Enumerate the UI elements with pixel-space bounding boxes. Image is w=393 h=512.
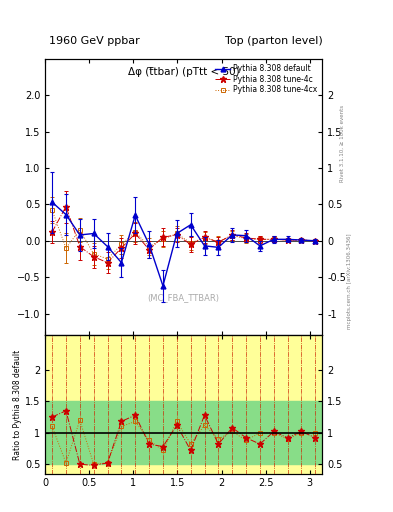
Pythia 8.308 tune-4cx [64, 245, 68, 251]
Pythia 8.308 tune-4cx [188, 240, 193, 246]
Pythia 8.308 tune-4cx [50, 207, 55, 214]
Line: Pythia 8.308 default: Pythia 8.308 default [50, 200, 318, 288]
Pythia 8.308 default [91, 230, 96, 237]
Pythia 8.308 tune-4cx [147, 244, 151, 250]
Pythia 8.308 default [216, 244, 221, 250]
Pythia 8.308 tune-4cx [257, 236, 262, 242]
Pythia 8.308 tune-4c [285, 237, 290, 243]
Pythia 8.308 tune-4c [313, 238, 318, 244]
Pythia 8.308 tune-4c [119, 245, 124, 251]
Line: Pythia 8.308 tune-4c: Pythia 8.308 tune-4c [49, 203, 319, 266]
Text: (MC_FBA_TTBAR): (MC_FBA_TTBAR) [148, 293, 220, 302]
Pythia 8.308 default [133, 212, 138, 219]
Pythia 8.308 tune-4c [202, 234, 207, 240]
Pythia 8.308 tune-4c [244, 235, 248, 241]
Pythia 8.308 tune-4c [216, 239, 221, 245]
Pythia 8.308 tune-4cx [244, 236, 248, 242]
Pythia 8.308 default [77, 232, 82, 238]
Pythia 8.308 tune-4c [77, 244, 82, 250]
Pythia 8.308 tune-4cx [230, 232, 235, 239]
Pythia 8.308 default [272, 236, 276, 242]
Pythia 8.308 default [244, 232, 248, 239]
Pythia 8.308 default [119, 260, 124, 266]
Text: Δφ (t̅tbar) (pTtt < 50): Δφ (t̅tbar) (pTtt < 50) [128, 67, 240, 77]
Pythia 8.308 default [299, 237, 304, 243]
Pythia 8.308 tune-4cx [133, 229, 138, 235]
Bar [45, 335, 322, 474]
Pythia 8.308 default [313, 238, 318, 244]
Pythia 8.308 default [230, 232, 235, 238]
Pythia 8.308 default [50, 199, 55, 205]
Pythia 8.308 tune-4cx [119, 241, 124, 247]
Line: Pythia 8.308 tune-4cx: Pythia 8.308 tune-4cx [50, 208, 318, 261]
Pythia 8.308 tune-4cx [161, 236, 165, 242]
Pythia 8.308 tune-4c [299, 237, 304, 243]
Pythia 8.308 tune-4c [147, 246, 151, 252]
Pythia 8.308 tune-4cx [313, 238, 318, 244]
Pythia 8.308 tune-4cx [272, 236, 276, 242]
Pythia 8.308 default [285, 236, 290, 242]
Pythia 8.308 default [147, 241, 151, 247]
Pythia 8.308 tune-4c [64, 203, 68, 209]
Pythia 8.308 tune-4cx [77, 227, 82, 233]
Pythia 8.308 tune-4c [105, 260, 110, 266]
Pythia 8.308 tune-4c [133, 230, 138, 237]
Pythia 8.308 tune-4c [257, 236, 262, 242]
Pythia 8.308 tune-4cx [216, 239, 221, 245]
Text: mcplots.cern.ch [arXiv:1306.3436]: mcplots.cern.ch [arXiv:1306.3436] [347, 234, 352, 329]
Pythia 8.308 tune-4cx [174, 230, 179, 237]
Pythia 8.308 default [174, 230, 179, 237]
Pythia 8.308 tune-4c [272, 236, 276, 242]
Pythia 8.308 default [64, 211, 68, 218]
Pythia 8.308 tune-4c [91, 254, 96, 260]
Y-axis label: Ratio to Pythia 8.308 default: Ratio to Pythia 8.308 default [13, 349, 22, 460]
Pythia 8.308 tune-4cx [285, 237, 290, 243]
Pythia 8.308 tune-4cx [105, 256, 110, 262]
Pythia 8.308 default [188, 222, 193, 228]
Pythia 8.308 default [161, 283, 165, 289]
Pythia 8.308 default [257, 243, 262, 249]
Pythia 8.308 tune-4c [188, 241, 193, 247]
Pythia 8.308 default [105, 244, 110, 250]
Pythia 8.308 tune-4cx [91, 251, 96, 257]
Pythia 8.308 tune-4cx [202, 235, 207, 241]
Pythia 8.308 tune-4cx [299, 237, 304, 243]
Pythia 8.308 tune-4c [50, 229, 55, 235]
Pythia 8.308 tune-4c [161, 234, 165, 240]
Bar [45, 401, 322, 464]
Pythia 8.308 tune-4c [174, 232, 179, 238]
Legend: Pythia 8.308 default, Pythia 8.308 tune-4c, Pythia 8.308 tune-4cx: Pythia 8.308 default, Pythia 8.308 tune-… [213, 62, 318, 96]
Pythia 8.308 tune-4c [230, 232, 235, 238]
Text: Rivet 3.1.10, ≥ 100k events: Rivet 3.1.10, ≥ 100k events [340, 105, 345, 182]
Text: Top (parton level): Top (parton level) [224, 36, 322, 46]
Pythia 8.308 default [202, 243, 207, 249]
Text: 1960 GeV ppbar: 1960 GeV ppbar [49, 36, 140, 46]
